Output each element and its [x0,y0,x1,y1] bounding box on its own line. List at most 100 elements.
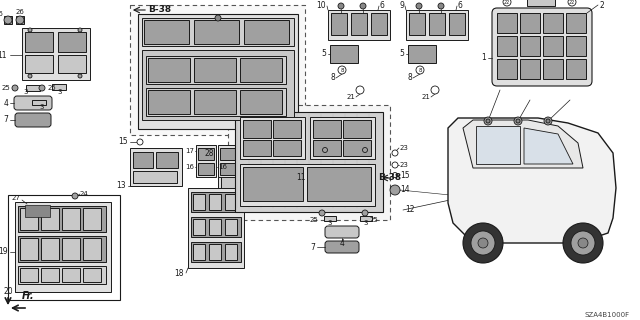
Bar [406,10,468,40]
Text: 16: 16 [218,164,227,170]
Text: 10: 10 [316,2,326,11]
Bar [273,140,301,156]
Bar [225,244,237,260]
Text: 1: 1 [481,53,486,62]
Circle shape [72,193,78,199]
Text: 19: 19 [0,247,8,257]
Bar [191,242,241,262]
Circle shape [78,74,82,78]
Circle shape [356,86,364,94]
Bar [218,148,258,198]
Bar [240,164,375,206]
Bar [324,216,336,221]
Bar [58,32,86,52]
Circle shape [360,3,366,9]
Bar [20,208,38,230]
Text: 22: 22 [569,0,575,4]
Circle shape [571,231,595,255]
Bar [41,238,59,260]
Bar [371,13,387,35]
Bar [493,198,508,202]
Bar [62,238,80,260]
Bar [273,120,301,138]
Bar [429,13,445,35]
Bar [18,236,106,262]
Text: 2: 2 [600,1,605,10]
Text: 8: 8 [330,74,335,83]
Bar [194,20,239,44]
Text: 13: 13 [116,181,126,190]
Circle shape [484,117,492,125]
Polygon shape [476,126,520,164]
Bar [328,10,390,40]
Bar [243,120,271,138]
Bar [520,36,540,56]
Circle shape [478,238,488,248]
Bar [188,188,244,268]
Text: 8: 8 [407,74,412,83]
Circle shape [215,15,221,21]
Bar [194,90,236,114]
Text: 15: 15 [118,138,128,147]
Bar [313,152,343,176]
Text: 22: 22 [504,0,510,4]
Bar [527,0,555,6]
Bar [25,55,53,73]
Circle shape [4,16,12,24]
Bar [41,268,59,282]
Bar [41,208,59,230]
Circle shape [319,210,325,216]
Bar [198,148,214,160]
Bar [243,167,303,201]
Circle shape [416,66,424,74]
Circle shape [563,223,603,263]
FancyBboxPatch shape [14,96,52,110]
Bar [566,59,586,79]
Text: Fr.: Fr. [22,291,35,301]
Text: 7: 7 [310,243,315,252]
Text: 9: 9 [399,2,404,11]
Circle shape [546,119,550,123]
Bar [209,194,221,210]
Bar [25,205,50,217]
Text: 5: 5 [399,50,404,59]
Bar [32,100,46,105]
Text: 8: 8 [340,68,344,73]
Bar [330,45,358,63]
Text: 25: 25 [48,85,57,91]
Text: 3: 3 [58,89,62,95]
Bar [566,13,586,33]
Bar [360,216,372,221]
Text: 3: 3 [24,89,28,95]
Circle shape [503,0,511,6]
Bar [331,13,347,35]
Bar [235,112,383,212]
Circle shape [28,28,32,32]
Circle shape [390,185,400,195]
Bar [142,50,294,120]
Bar [62,268,80,282]
Bar [343,120,371,138]
Bar [409,13,425,35]
Text: 8: 8 [419,68,422,73]
Bar [307,167,371,201]
Text: 4: 4 [340,238,344,247]
Bar [16,16,24,24]
Text: 28: 28 [205,148,214,157]
Bar [543,13,563,33]
Bar [240,58,282,82]
Text: 7: 7 [3,116,8,124]
Circle shape [514,117,522,125]
Bar [497,59,517,79]
Circle shape [568,0,576,6]
FancyBboxPatch shape [492,8,592,86]
Circle shape [338,3,344,9]
Bar [138,14,298,129]
Text: 4: 4 [3,99,8,108]
Bar [25,32,53,52]
Bar [243,140,271,156]
Text: 6: 6 [380,2,385,11]
Text: 5: 5 [321,50,326,59]
Text: 20: 20 [3,287,13,297]
Bar [22,28,90,80]
